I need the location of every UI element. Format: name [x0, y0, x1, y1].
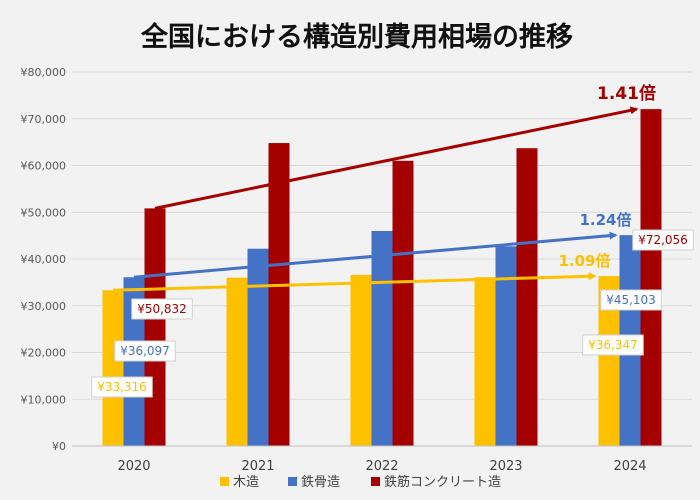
x-tick-label: 2021	[241, 459, 274, 474]
x-axis-ticks: 2020 2021 2022 2023 2024	[117, 459, 646, 474]
trend-ratio-label: 1.24倍	[579, 211, 631, 229]
data-label-box	[600, 289, 662, 311]
bar	[350, 274, 372, 446]
trend-ratio-label: 1.09倍	[558, 252, 610, 270]
y-tick-label: ¥20,000	[21, 347, 67, 360]
data-label-box	[632, 229, 694, 251]
trend-ratio-label: 1.41倍	[597, 83, 656, 104]
trend-arrow	[154, 106, 639, 210]
legend-swatch	[371, 477, 380, 486]
data-labels: ¥33,316 ¥36,347 ¥36,097 ¥45,103 ¥50,832 ¥72,0…	[91, 229, 694, 398]
y-tick-label: ¥10,000	[21, 393, 67, 406]
y-axis-ticks: ¥0 ¥10,000 ¥20,000 ¥30,000 ¥40,000 ¥50,000 ¥60…	[21, 66, 67, 453]
bar	[516, 148, 538, 446]
bar	[474, 277, 496, 446]
bar	[495, 246, 517, 446]
x-tick-label: 2022	[365, 459, 398, 474]
data-label: ¥72,056	[638, 233, 688, 247]
x-tick-label: 2020	[117, 459, 150, 474]
bar	[392, 160, 414, 446]
legend-swatch	[220, 477, 229, 486]
y-tick-label: ¥40,000	[21, 253, 67, 266]
chart-title: 全国における構造別費用相場の推移	[140, 21, 573, 53]
y-tick-label: ¥70,000	[21, 113, 67, 126]
data-label: ¥33,316	[97, 380, 147, 394]
data-label: ¥45,103	[606, 293, 656, 307]
data-label-box	[114, 340, 176, 362]
legend-label: 鉄骨造	[301, 475, 340, 490]
legend-label: 木造	[233, 475, 259, 490]
trend-arrows: 1.09倍 1.24倍 1.41倍	[112, 83, 656, 292]
x-tick-label: 2023	[489, 459, 522, 474]
data-label: ¥36,097	[120, 344, 170, 358]
bar	[598, 276, 620, 446]
data-label: ¥50,832	[137, 302, 187, 316]
bar	[226, 277, 248, 446]
y-tick-label: ¥0	[52, 440, 66, 453]
data-label-box	[131, 298, 193, 320]
bar	[640, 109, 662, 447]
bar	[247, 248, 269, 446]
legend-label: 鉄筋コンクリート造	[384, 474, 501, 490]
bar	[371, 230, 393, 446]
x-tick-label: 2024	[613, 459, 646, 474]
trend-arrow	[112, 272, 597, 292]
bar	[268, 143, 290, 446]
data-label-box	[582, 334, 644, 356]
bar	[102, 290, 124, 446]
y-tick-label: ¥80,000	[21, 66, 67, 79]
y-tick-label: ¥50,000	[21, 206, 67, 219]
trend-arrow	[133, 231, 618, 279]
bar	[144, 208, 166, 446]
legend: 木造 鉄骨造 鉄筋コンクリート造	[220, 474, 501, 490]
legend-swatch	[288, 477, 297, 486]
y-tick-label: ¥30,000	[21, 300, 67, 313]
y-tick-label: ¥60,000	[21, 160, 67, 173]
data-label: ¥36,347	[588, 338, 638, 352]
data-label-box	[91, 376, 153, 398]
